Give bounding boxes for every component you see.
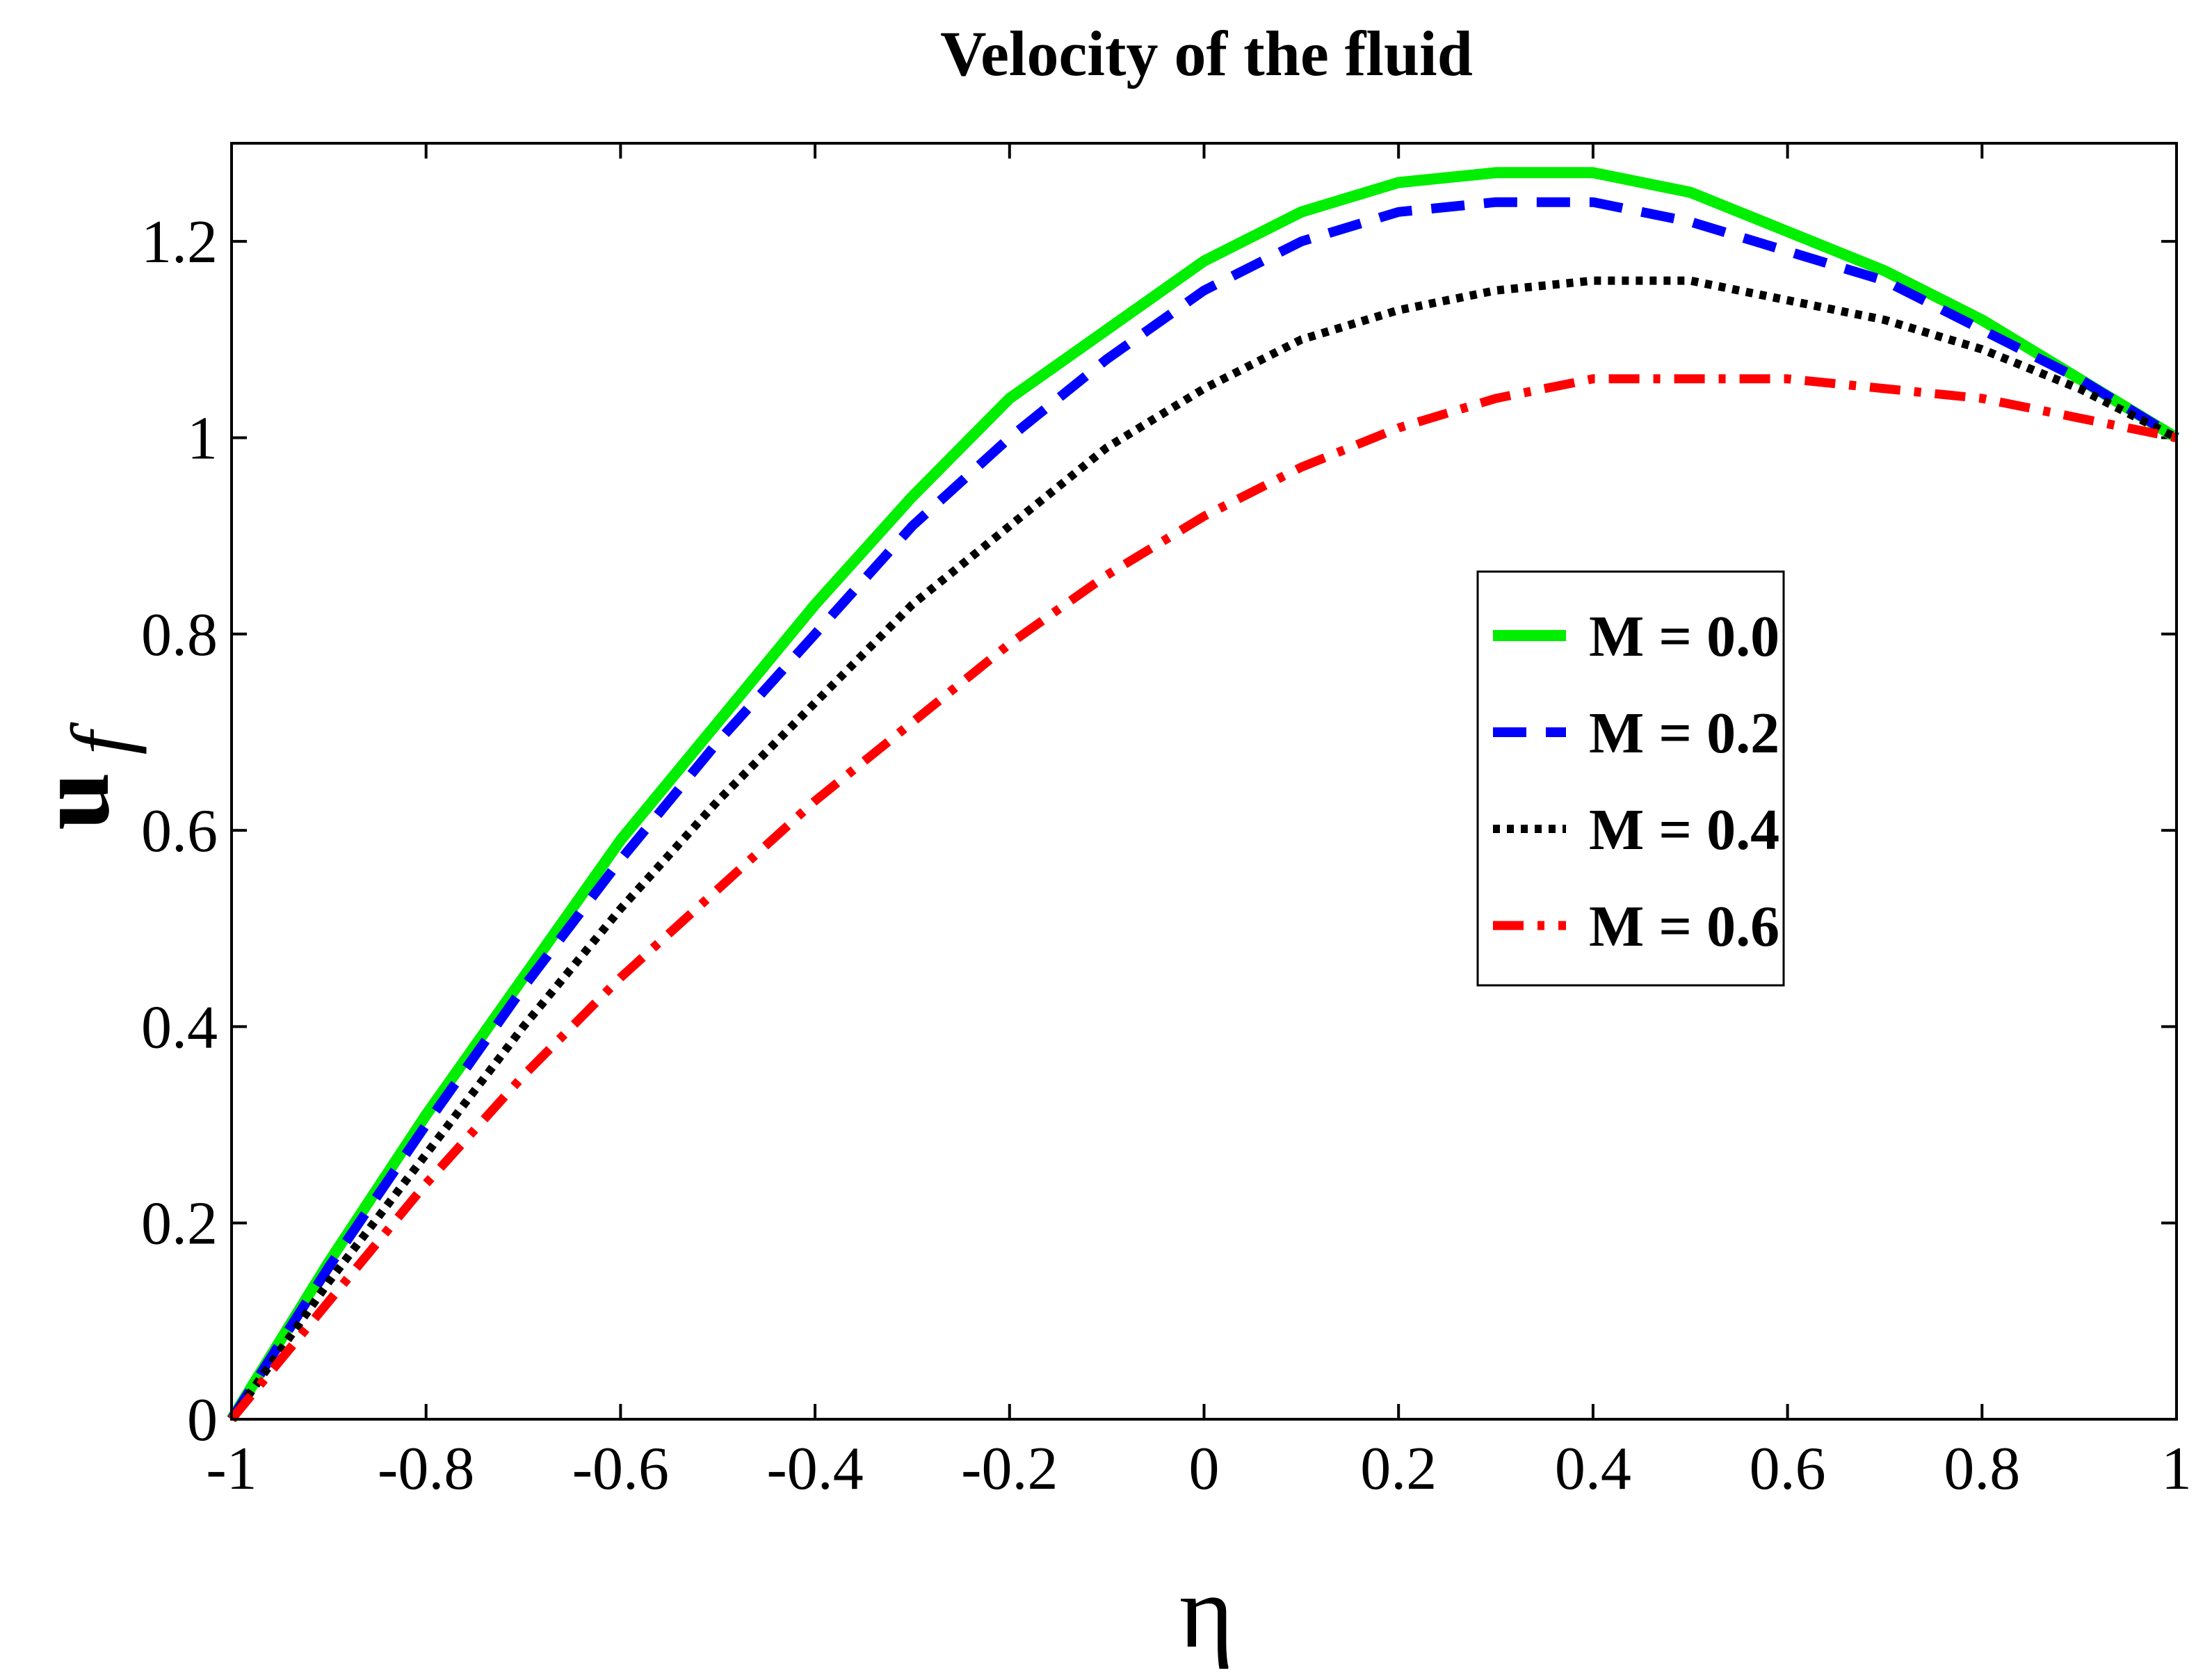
legend-label-m-0-6: M = 0.6 [1589, 894, 1779, 959]
legend: M = 0.0 M = 0.2 M = 0.4 M = 0.6 [1476, 570, 1785, 987]
x-tick-label: -1 [206, 1435, 257, 1503]
x-tick-labels: -1 -0.8 -0.6 -0.4 -0.2 0 0.2 0.4 0.6 0.8 1 [206, 1435, 2192, 1503]
x-tick-label: -0.4 [766, 1435, 863, 1503]
y-tick-label: 0.4 [141, 994, 218, 1061]
y-tick-label: 0.6 [141, 798, 218, 865]
x-tick-label: 1 [2161, 1435, 2192, 1503]
series-line-m-0-2 [227, 197, 2179, 1422]
plot-frame [230, 142, 2178, 1421]
y-tick-labels: 0 0.2 0.4 0.6 0.8 1 1.2 [141, 209, 218, 1454]
legend-label-m-0-2: M = 0.2 [1589, 701, 1779, 766]
y-axis-label-main: u [15, 772, 131, 830]
x-tick-label: 0 [1189, 1435, 1220, 1503]
legend-label-m-0-0: M = 0.0 [1589, 604, 1779, 669]
x-tick-label: -0.2 [961, 1435, 1058, 1503]
y-tick-label: 0.8 [141, 601, 218, 669]
legend-label-m-0-4: M = 0.4 [1589, 798, 1779, 862]
y-tick-label: 0.2 [141, 1190, 218, 1258]
x-tick-label: 0.2 [1360, 1435, 1437, 1503]
x-tick-label: -0.8 [378, 1435, 474, 1503]
x-tick-label: 0.6 [1750, 1435, 1826, 1503]
series-line-m-0-6 [227, 374, 2178, 1423]
legend-box [1476, 570, 1785, 987]
series-lines [227, 167, 2180, 1423]
series-line-m-0-0 [227, 167, 2180, 1423]
x-tick-label: 0.8 [1944, 1435, 2020, 1503]
x-tick-label: 0.4 [1555, 1435, 1631, 1503]
legend-item: M = 0.2 [1493, 701, 1779, 766]
chart-title: Velocity of the fluid [940, 18, 1473, 89]
y-tick-label: 0 [187, 1387, 218, 1454]
legend-item: M = 0.6 [1493, 894, 1779, 959]
x-axis-label: η [1179, 1554, 1234, 1670]
legend-item: M = 0.0 [1493, 604, 1779, 669]
y-tick-label: 1 [187, 405, 218, 472]
x-tick-label: -0.6 [572, 1435, 669, 1503]
legend-item: M = 0.4 [1493, 798, 1779, 862]
y-tick-label: 1.2 [141, 209, 218, 276]
